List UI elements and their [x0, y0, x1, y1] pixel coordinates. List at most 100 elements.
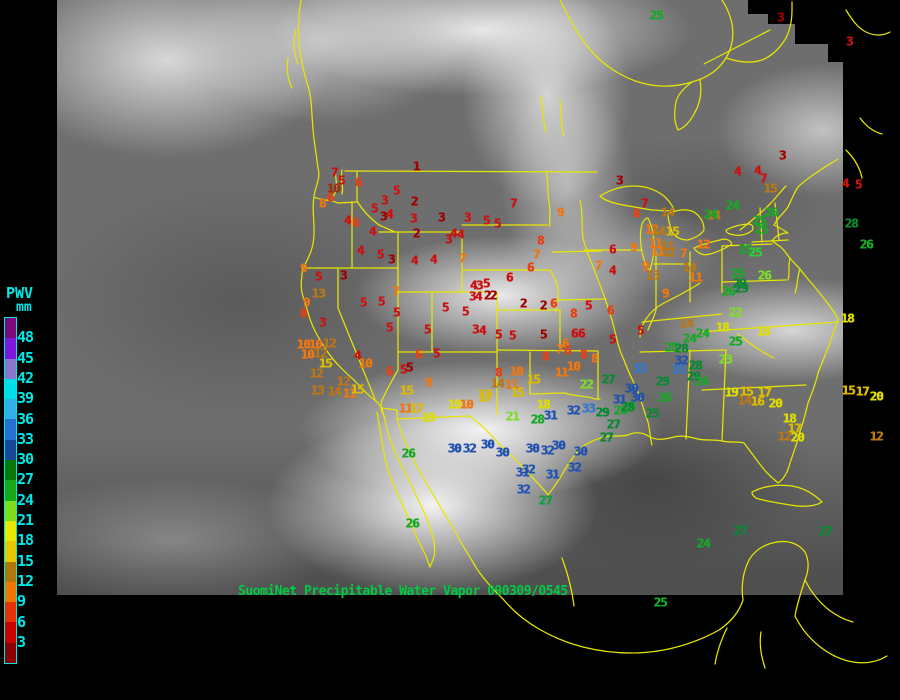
station-pwv-value: 3: [340, 268, 347, 283]
station-pwv-value: 19: [421, 410, 434, 425]
station-pwv-value: 32: [516, 482, 529, 497]
station-pwv-value: 5: [585, 298, 592, 313]
legend-value-label: 24: [17, 491, 33, 509]
station-pwv-value: 4: [609, 263, 616, 278]
station-pwv-value: 15: [665, 224, 678, 239]
station-pwv-value: 15: [510, 385, 523, 400]
station-pwv-value: 5: [483, 213, 490, 228]
station-pwv-value: 8: [591, 351, 598, 366]
station-pwv-value: 6: [564, 343, 571, 358]
legend-value-label: 9: [17, 592, 25, 610]
station-pwv-value: 30: [573, 444, 586, 459]
station-pwv-value: 15: [350, 382, 363, 397]
station-pwv-value: 5: [495, 327, 502, 342]
legend-value-label: 42: [17, 369, 33, 387]
station-pwv-value: 6: [571, 326, 578, 341]
station-pwv-value: 7: [680, 246, 687, 261]
satellite-pwv-image: 1756105683254643333423445574534495313983…: [0, 0, 900, 700]
legend-swatch: [5, 359, 16, 379]
station-pwv-value: 6: [506, 270, 513, 285]
station-pwv-value: 5: [315, 269, 322, 284]
canada-boundary-line: [704, 30, 770, 64]
station-pwv-value: 7: [510, 196, 517, 211]
pacific-coast-baja: [299, 0, 435, 567]
station-pwv-value: 4: [430, 252, 437, 267]
legend-value-label: 6: [17, 613, 25, 631]
legend-value-label: 33: [17, 430, 33, 448]
station-pwv-value: 2: [540, 298, 547, 313]
station-pwv-value: 6: [327, 190, 334, 205]
station-pwv-value: 24: [694, 374, 707, 389]
station-pwv-value: 10: [566, 359, 579, 374]
station-pwv-value: 25: [754, 222, 767, 237]
guatemala-borders: [715, 628, 765, 668]
station-pwv-value: 14: [737, 393, 750, 408]
pwv-colorbar: [4, 317, 17, 664]
station-pwv-value: 6: [527, 260, 534, 275]
station-pwv-value: 25: [748, 245, 761, 260]
station-pwv-value: 13: [311, 286, 324, 301]
station-pwv-value: 14: [327, 384, 340, 399]
station-pwv-value: 1: [413, 159, 420, 174]
station-pwv-value: 4: [369, 224, 376, 239]
station-pwv-value: 5: [377, 247, 384, 262]
station-pwv-value: 15: [841, 383, 854, 398]
station-pwv-value: 32: [462, 441, 475, 456]
station-pwv-value: 15: [399, 383, 412, 398]
station-pwv-value: 5: [462, 304, 469, 319]
station-pwv-value: 7: [459, 251, 466, 266]
yucatan-central-america: [673, 541, 887, 662]
station-pwv-value: 12: [777, 429, 790, 444]
station-pwv-value: 7: [331, 165, 338, 180]
legend-swatch: [5, 602, 16, 622]
image-caption: SuomiNet Precipitable Water Vapor 090309…: [238, 584, 568, 599]
station-pwv-value: 3: [779, 148, 786, 163]
station-pwv-value: 4: [450, 226, 457, 241]
station-pwv-value: 9: [300, 261, 307, 276]
station-pwv-value: 11: [688, 270, 701, 285]
legend-swatch: [5, 582, 16, 602]
station-pwv-value: 7: [556, 342, 563, 357]
station-pwv-value: 30: [551, 438, 564, 453]
station-pwv-value: 5: [393, 183, 400, 198]
station-pwv-value: 4: [457, 227, 464, 242]
legend-value-label: 12: [17, 572, 33, 590]
legend-swatch: [5, 643, 16, 663]
station-pwv-value: 3: [388, 252, 395, 267]
station-pwv-value: 6: [578, 326, 585, 341]
station-pwv-value: 25: [728, 334, 741, 349]
station-pwv-value: 24: [696, 536, 709, 551]
station-pwv-value: 5: [378, 294, 385, 309]
legend-value-label: 27: [17, 470, 33, 488]
station-pwv-value: 26: [859, 237, 872, 252]
station-pwv-value: 3: [616, 173, 623, 188]
station-pwv-value: 14: [660, 205, 673, 220]
station-pwv-value: 2: [520, 296, 527, 311]
station-pwv-value: 7: [641, 196, 648, 211]
station-pwv-value: 6: [355, 175, 362, 190]
station-pwv-value: 27: [601, 372, 614, 387]
legend-swatch: [5, 399, 16, 419]
legend-swatch: [5, 460, 16, 480]
station-pwv-value: 8: [570, 306, 577, 321]
station-pwv-value: 10: [300, 347, 313, 362]
legend-swatch: [5, 379, 16, 399]
station-pwv-value: 19: [724, 385, 737, 400]
station-pwv-value: 3: [319, 315, 326, 330]
station-pwv-value: 11: [554, 365, 567, 380]
manitoba-lakes: [540, 96, 564, 136]
station-pwv-value: 9: [630, 240, 637, 255]
station-pwv-value: 17: [855, 384, 868, 399]
station-pwv-value: 14: [490, 376, 503, 391]
station-pwv-value: 29: [595, 405, 608, 420]
station-pwv-value: 2: [490, 288, 497, 303]
station-pwv-value: 8: [319, 196, 326, 211]
station-pwv-value: 27: [599, 430, 612, 445]
station-pwv-value: 28: [620, 400, 633, 415]
yucatan-east-coast: [805, 580, 853, 622]
station-pwv-value: 7: [595, 258, 602, 273]
station-pwv-value: 3: [777, 10, 784, 25]
station-pwv-value: 4: [479, 323, 486, 338]
station-pwv-value: 3: [381, 193, 388, 208]
station-pwv-value: 26: [657, 390, 670, 405]
